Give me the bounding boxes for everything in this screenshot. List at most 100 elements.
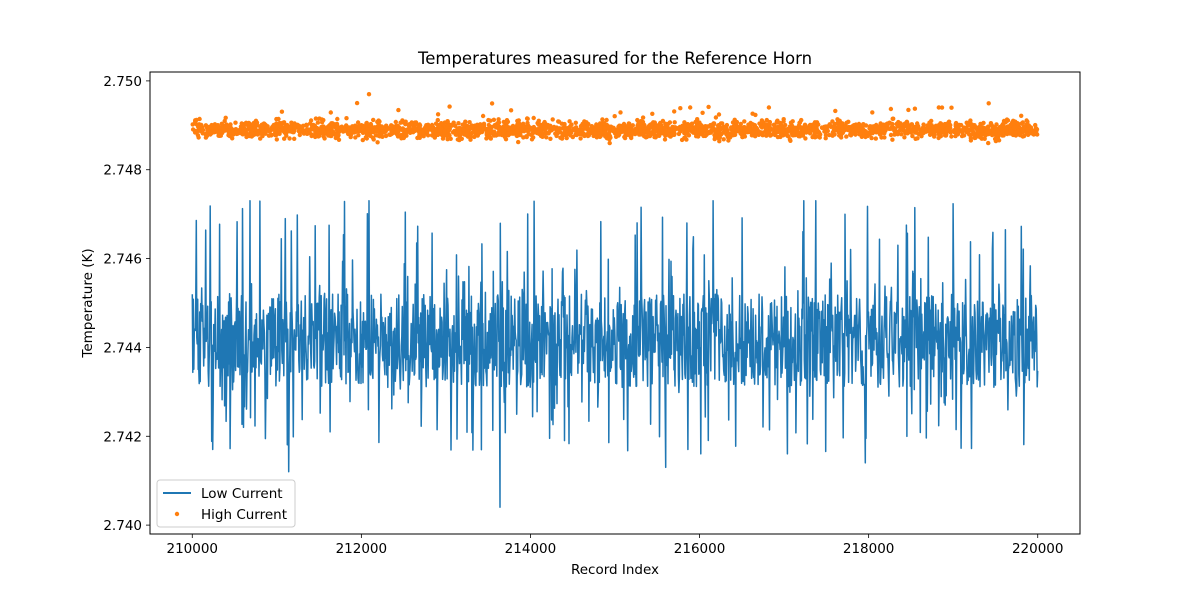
series-high-current-point	[864, 130, 869, 135]
series-high-current-point	[618, 125, 623, 131]
series-high-current-point	[796, 123, 802, 128]
series-high-current-point	[536, 122, 541, 127]
y-axis-label: Temperature (K)	[80, 248, 96, 358]
series-high-current-point	[1028, 125, 1034, 130]
series-high-current-point	[748, 127, 753, 133]
series-high-current-point	[953, 120, 959, 126]
series-high-current-point	[912, 106, 918, 111]
series-high-current-point	[909, 122, 915, 127]
series-high-current-point	[335, 116, 340, 122]
series-high-current-point	[283, 125, 288, 130]
series-high-current-point	[394, 126, 400, 132]
series-high-current-point	[903, 131, 908, 136]
series-high-current-point	[447, 104, 452, 109]
series-high-current-point	[940, 124, 945, 130]
series-high-current-point	[714, 127, 719, 132]
series-high-current-point	[906, 107, 911, 113]
series-high-current-point	[759, 125, 765, 130]
series-high-current-point	[228, 122, 233, 127]
series-high-current-point	[879, 135, 884, 140]
series-high-current-point	[820, 125, 825, 130]
series-high-current-point	[1004, 130, 1009, 135]
series-high-current-point	[945, 122, 950, 128]
series-high-current-point	[296, 129, 302, 134]
series-high-current-point	[985, 128, 990, 134]
y-tick-label: 2.744	[103, 340, 142, 356]
series-high-current-point	[403, 119, 408, 124]
series-high-current-point	[618, 110, 623, 115]
series-high-current-point	[756, 132, 761, 137]
series-high-current-point	[967, 132, 972, 137]
series-high-current-point	[658, 126, 663, 131]
series-high-current-point	[887, 120, 892, 125]
series-high-current-point	[663, 133, 668, 138]
series-high-current-point	[487, 127, 493, 133]
series-high-current-point	[790, 119, 795, 124]
series-high-current-point	[910, 133, 915, 139]
series-high-current-point	[450, 130, 456, 135]
series-high-current-point	[603, 134, 608, 139]
series-high-current-point	[319, 130, 324, 136]
series-high-current-point	[1008, 127, 1013, 132]
series-high-current-point	[646, 124, 651, 129]
series-high-current-point	[292, 123, 298, 128]
series-high-current-point	[335, 132, 341, 137]
series-high-current-point	[836, 124, 842, 129]
series-high-current-point	[491, 117, 497, 123]
series-high-current-point	[245, 132, 251, 138]
series-high-current-point	[308, 118, 314, 123]
chart-title: Temperatures measured for the Reference …	[417, 49, 812, 68]
series-high-current-point	[767, 120, 772, 125]
series-high-current-point	[412, 120, 418, 125]
series-high-current-point	[993, 130, 998, 136]
series-high-current-point	[435, 117, 440, 123]
series-high-current-point	[197, 124, 202, 129]
series-high-current-point	[996, 130, 1001, 135]
series-high-current-point	[562, 127, 567, 132]
series-high-current-point	[890, 137, 895, 142]
series-high-current-point	[915, 136, 920, 141]
series-high-current-point	[227, 133, 232, 139]
series-high-current-point	[682, 120, 687, 125]
series-high-current-point	[986, 101, 991, 106]
series-high-current-point	[640, 124, 645, 130]
series-high-current-point	[662, 126, 668, 131]
series-high-current-point	[442, 131, 447, 136]
series-high-current-point	[255, 132, 260, 137]
series-high-current-point	[288, 125, 293, 130]
series-high-current-point	[827, 132, 832, 138]
series-high-current-point	[708, 130, 713, 135]
series-high-current-point	[975, 134, 980, 139]
series-high-current-point	[973, 125, 978, 130]
series-high-current-point	[194, 129, 199, 134]
series-high-current-point	[944, 128, 950, 133]
series-high-current-point	[567, 119, 572, 124]
series-high-current-point	[598, 130, 604, 135]
series-high-current-point	[280, 120, 285, 126]
series-high-current-point	[279, 109, 285, 114]
series-high-current-point	[689, 126, 694, 131]
series-high-current-point	[722, 125, 728, 130]
series-high-current-point	[716, 123, 721, 128]
y-axis-ticks: 2.740 2.742 2.744 2.746 2.748 2.750	[103, 74, 150, 534]
series-high-current-point	[205, 128, 211, 133]
series-high-current-point	[297, 132, 302, 138]
series-high-current-point	[1013, 130, 1018, 135]
legend-high-current-swatch	[174, 511, 180, 517]
series-high-current-point	[508, 108, 514, 113]
plot-data	[190, 92, 1040, 509]
series-high-current-point	[579, 128, 584, 134]
series-high-current-point	[421, 131, 426, 136]
series-high-current-point	[512, 124, 517, 130]
series-high-current-point	[400, 126, 405, 132]
series-high-current-point	[868, 124, 874, 129]
series-high-current-point	[899, 122, 904, 127]
series-high-current-point	[672, 109, 677, 114]
series-high-current-point	[377, 119, 382, 124]
series-high-current-point	[348, 134, 353, 140]
series-high-current-point	[194, 117, 199, 123]
series-high-current-point	[502, 134, 508, 140]
series-high-current-point	[364, 121, 369, 126]
series-high-current-point	[837, 133, 842, 138]
series-high-current-point	[986, 140, 991, 146]
